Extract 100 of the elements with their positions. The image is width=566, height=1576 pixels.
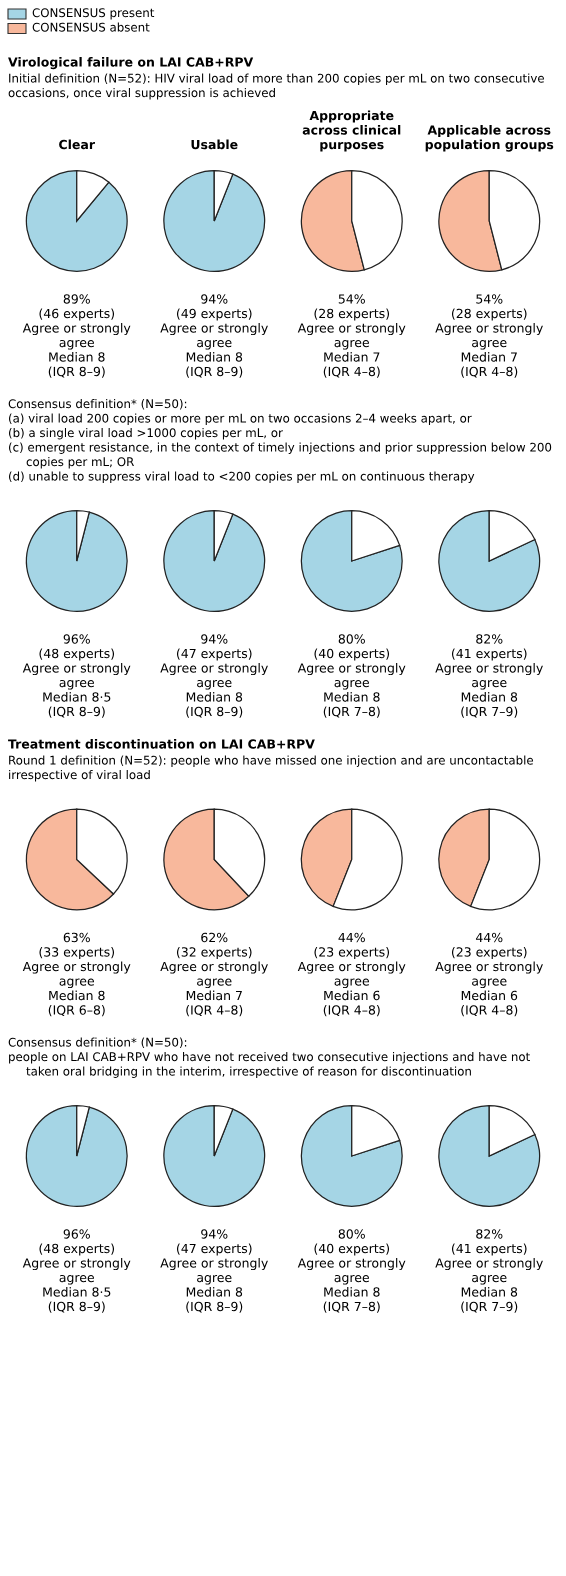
text: (41 experts) bbox=[451, 1243, 527, 1256]
text: (46 experts) bbox=[39, 308, 115, 321]
pie-slice bbox=[438, 1104, 541, 1208]
text: Median 8 bbox=[324, 1287, 380, 1297]
text: Agree or strongly agree bbox=[160, 323, 268, 350]
text: Treatment discontinuation on LAI CAB+RPV bbox=[8, 739, 315, 749]
text: Median 8 bbox=[186, 352, 243, 362]
text: (47 experts) bbox=[176, 648, 252, 661]
text: Virological failure on LAI CAB+RPV bbox=[8, 57, 254, 70]
chart-title: Clear bbox=[59, 139, 95, 150]
pie-slice bbox=[163, 509, 266, 613]
text: (IQR 4–8) bbox=[323, 1005, 380, 1017]
text: 94% bbox=[201, 1229, 228, 1239]
text: (IQR 4–8) bbox=[323, 366, 380, 378]
chart-title: Appropriate across clinical purposes bbox=[302, 110, 401, 152]
text: (23 experts) bbox=[314, 947, 390, 960]
pie-slice bbox=[300, 1104, 403, 1208]
text: Median 6 bbox=[324, 990, 380, 1001]
chart-title: Usable bbox=[191, 139, 238, 150]
text: 44% bbox=[338, 932, 365, 943]
text: 63% bbox=[63, 932, 90, 943]
text: Consensus definition* (N=50): bbox=[8, 1037, 187, 1049]
text: Agree or strongly agree bbox=[22, 663, 131, 690]
text: (49 experts) bbox=[176, 308, 252, 321]
text: Agree or strongly agree bbox=[297, 663, 406, 690]
text: Median 8·5 bbox=[43, 692, 111, 702]
text: (47 experts) bbox=[176, 1243, 252, 1256]
text: (IQR 4–8) bbox=[186, 1005, 243, 1017]
text: (32 experts) bbox=[176, 947, 252, 960]
text: (b) a single viral load >1000 copies per mL, or bbox=[9, 428, 283, 440]
text: Median 8·5 bbox=[43, 1287, 111, 1297]
text: (IQR 7–9) bbox=[461, 706, 518, 718]
text: (IQR 8–9) bbox=[186, 366, 243, 378]
text: (IQR 6–8) bbox=[48, 1005, 105, 1017]
text: Agree or strongly agree bbox=[160, 1258, 268, 1285]
text: Median 8 bbox=[49, 990, 105, 1001]
text: Median 8 bbox=[324, 692, 380, 702]
text: Agree or strongly agree bbox=[435, 961, 543, 989]
text: 62% bbox=[201, 932, 228, 943]
pie-slice bbox=[300, 509, 403, 613]
text: Median 6 bbox=[461, 990, 518, 1001]
text: 89% bbox=[63, 294, 90, 304]
text: people on LAI CAB+RPV who have not received two consecutive injections and have not taken oral bridging in the interim, irrespective of reason for discontinuation bbox=[9, 1052, 530, 1078]
text: (48 experts) bbox=[39, 1243, 115, 1256]
text: (IQR 8–9) bbox=[186, 1301, 243, 1313]
text: 94% bbox=[201, 634, 228, 644]
text: 82% bbox=[476, 1229, 503, 1239]
pie-slice bbox=[163, 169, 266, 273]
text: Median 8 bbox=[186, 1287, 243, 1297]
text: Initial definition (N=52): HIV viral load of more than 200 copies per mL on two consecutive occasions, once viral suppression is achieved bbox=[8, 73, 544, 100]
text: 94% bbox=[201, 294, 228, 304]
text: Median 7 bbox=[461, 352, 517, 362]
chart-title: Applicable across population groups bbox=[425, 125, 554, 152]
text: 96% bbox=[63, 1229, 90, 1239]
text: (33 experts) bbox=[39, 947, 115, 960]
text: (IQR 7–9) bbox=[461, 1301, 518, 1313]
text: Median 7 bbox=[324, 352, 380, 362]
text: Round 1 definition (N=52): people who have missed one injection and are uncontactable irrespective of viral load bbox=[9, 755, 534, 782]
text: (c) emergent resistance, in the context of timely injections and prior suppression below 200 copies per mL; OR bbox=[9, 442, 552, 469]
text: (IQR 4–8) bbox=[461, 366, 518, 378]
text: Agree or strongly agree bbox=[297, 1258, 406, 1285]
text: Median 7 bbox=[186, 990, 242, 1001]
text: (28 experts) bbox=[451, 308, 527, 321]
pie-slice bbox=[438, 509, 541, 613]
text: (IQR 4–8) bbox=[461, 1005, 518, 1017]
text: Consensus definition* (N=50): bbox=[8, 399, 187, 410]
text: (40 experts) bbox=[314, 648, 390, 661]
text: (40 experts) bbox=[314, 1243, 390, 1256]
text: (d) unable to suppress viral load to <200 copies per mL on continuous therapy bbox=[9, 471, 475, 483]
legend-label: CONSENSUS absent bbox=[32, 22, 150, 32]
text: 82% bbox=[476, 634, 503, 644]
text: 96% bbox=[63, 634, 90, 644]
text: Agree or strongly agree bbox=[160, 961, 268, 989]
pie-slice bbox=[25, 1104, 128, 1208]
pie-slice bbox=[25, 169, 128, 273]
text: (IQR 8–9) bbox=[48, 1301, 105, 1313]
text: Agree or strongly agree bbox=[160, 663, 268, 690]
text: Agree or strongly agree bbox=[435, 323, 543, 350]
pie-slice bbox=[25, 509, 128, 613]
text: 54% bbox=[338, 294, 365, 304]
text: (IQR 8–9) bbox=[48, 366, 105, 378]
text: (23 experts) bbox=[451, 947, 527, 960]
text: 80% bbox=[338, 634, 365, 644]
text: 54% bbox=[476, 294, 503, 304]
legend-label: CONSENSUS present bbox=[32, 8, 155, 20]
text: Agree or strongly agree bbox=[297, 323, 406, 350]
text: (a) viral load 200 copies or more per mL on two occasions 2–4 weeks apart, or bbox=[9, 413, 472, 425]
text: Agree or strongly agree bbox=[22, 323, 131, 350]
text: 44% bbox=[475, 932, 503, 943]
text: Agree or strongly agree bbox=[22, 1258, 131, 1285]
text: Median 8 bbox=[461, 1287, 518, 1297]
text: (IQR 7–8) bbox=[323, 706, 380, 718]
text: Median 8 bbox=[186, 692, 243, 702]
pie-slice bbox=[163, 1104, 266, 1208]
text: Agree or strongly agree bbox=[297, 961, 406, 989]
text: Agree or strongly agree bbox=[22, 961, 131, 989]
text: Agree or strongly agree bbox=[435, 1258, 543, 1285]
text: (48 experts) bbox=[39, 648, 115, 661]
text: Median 8 bbox=[461, 692, 518, 702]
text: 80% bbox=[338, 1229, 365, 1239]
